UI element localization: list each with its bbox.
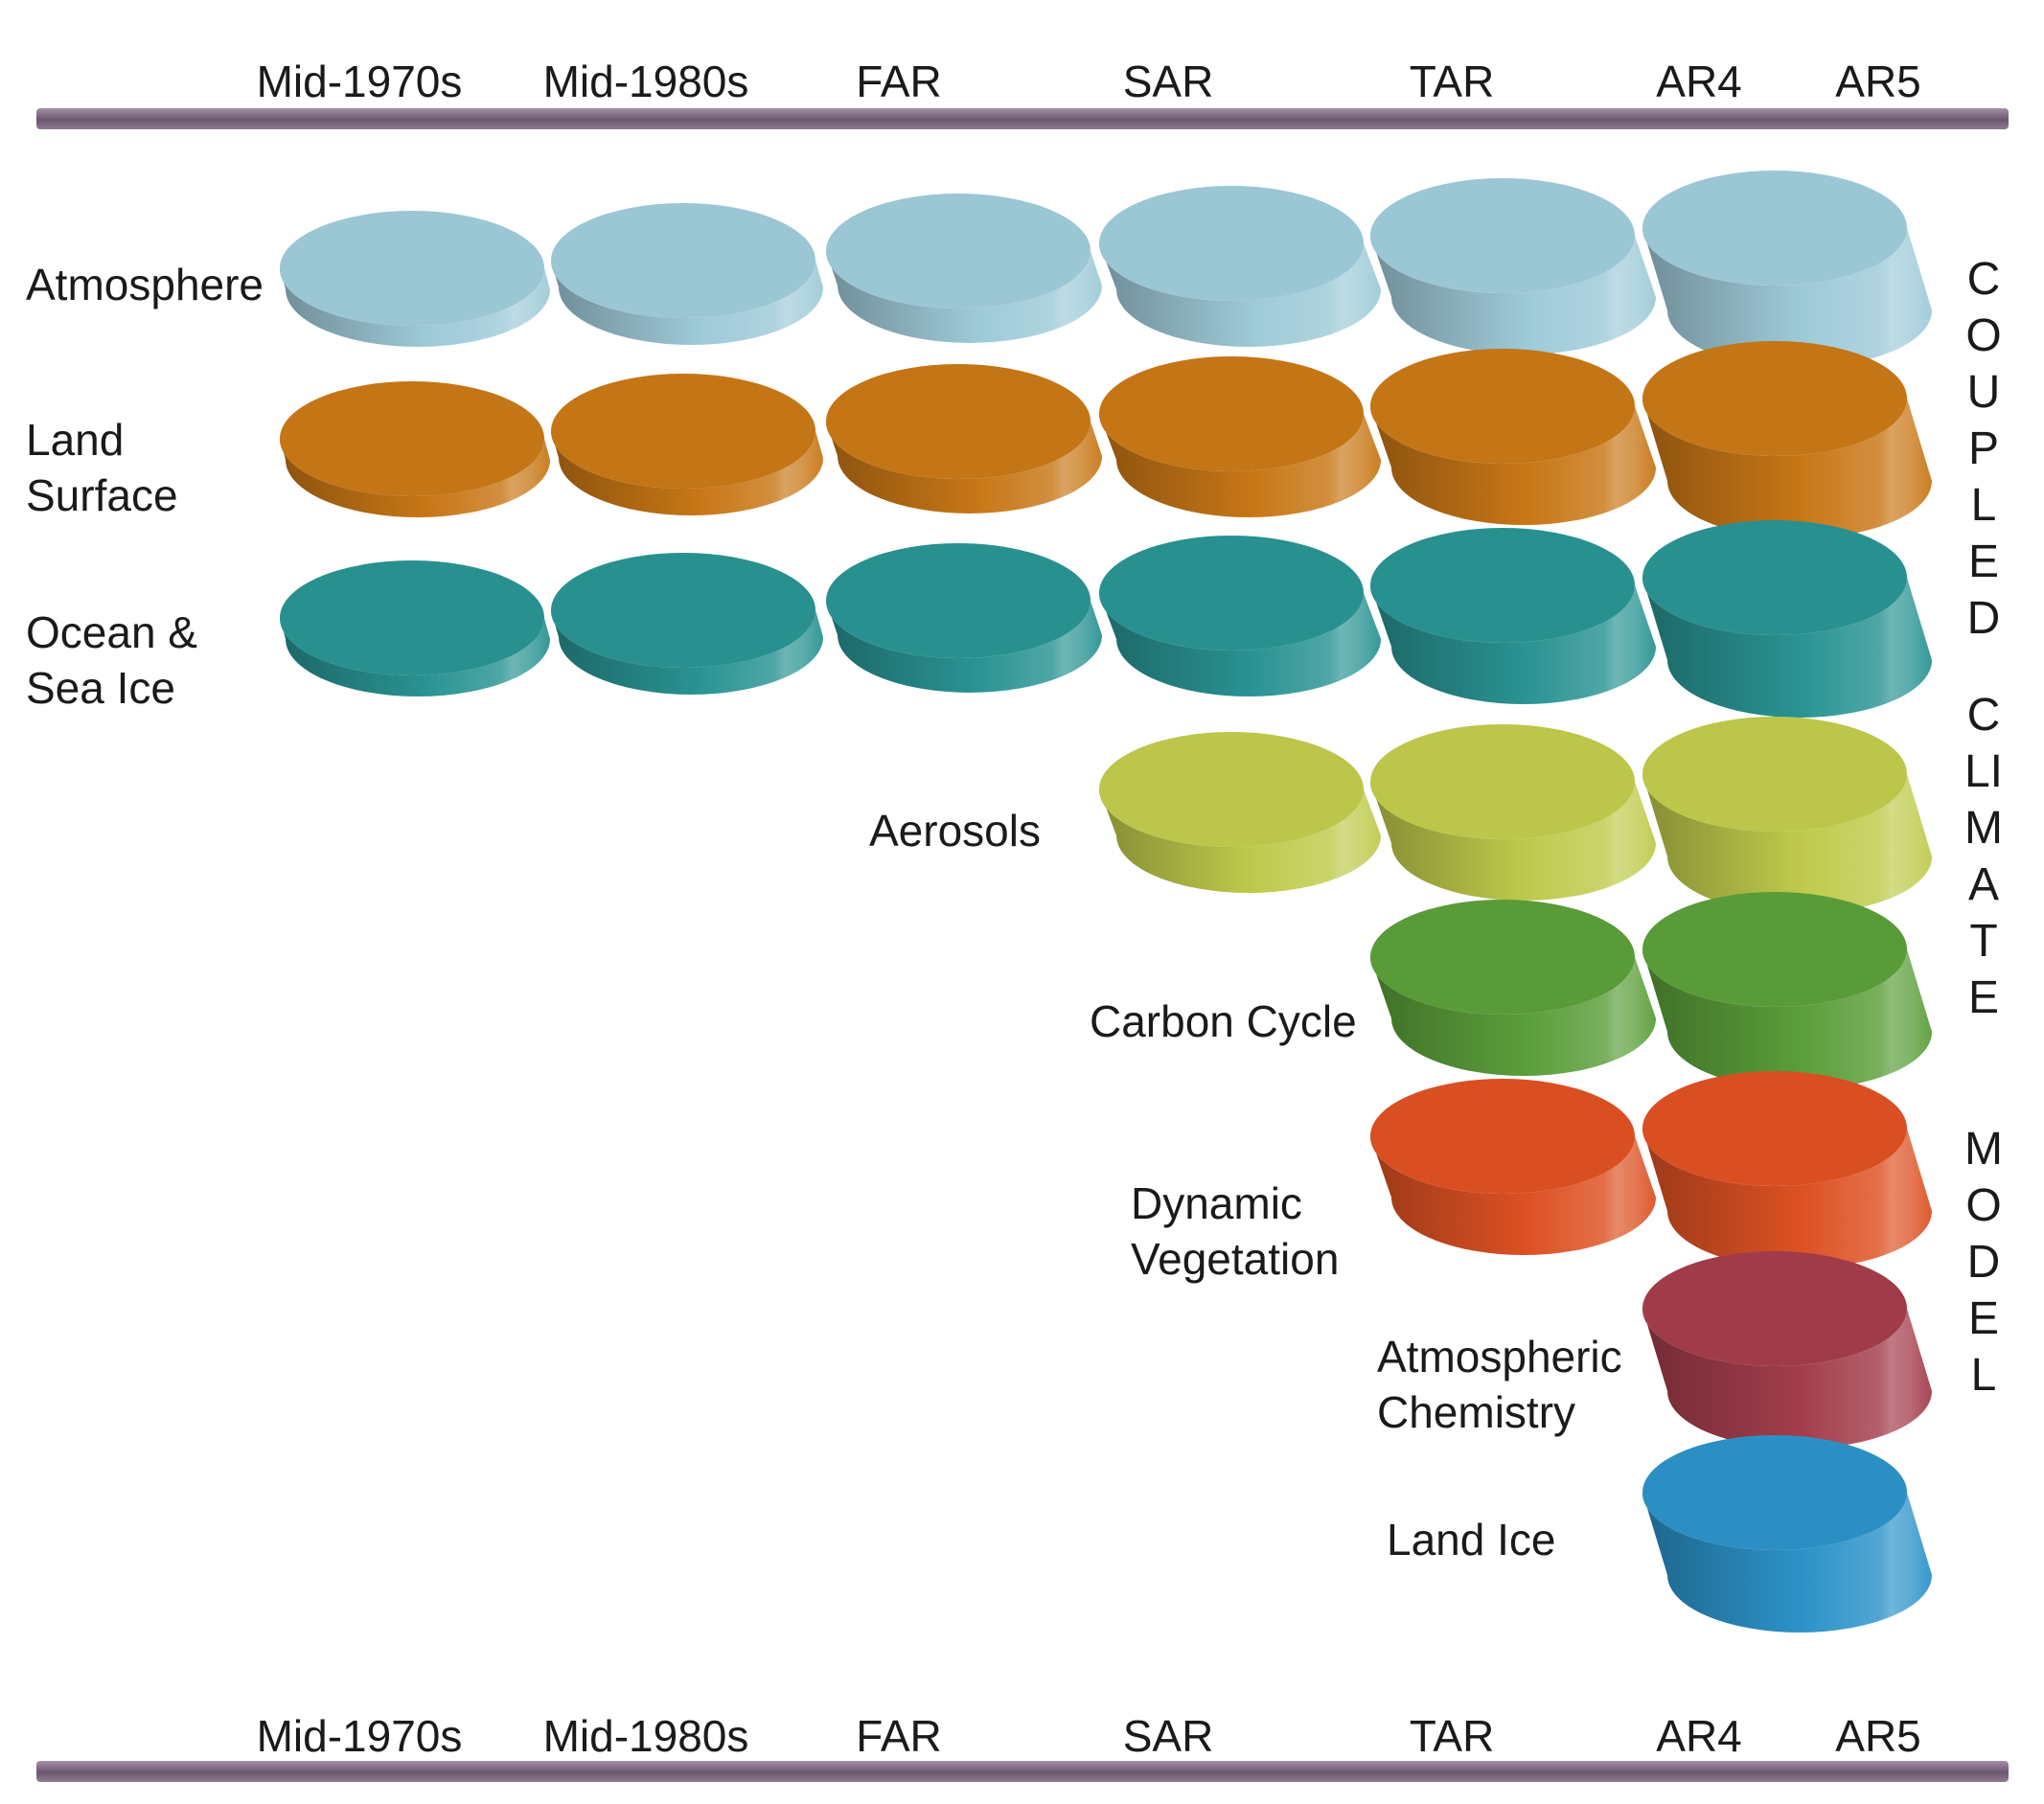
label-line: Land Ice [1387,1515,1556,1564]
era-bottom-ar4: AR4 [1656,1711,1742,1761]
era-top-mid-1980s: Mid-1980s [542,57,749,106]
cylinder-land-surface-far [826,364,1102,514]
label-atmospheric-chemistry: Atmospheric Chemistry [1377,1329,1622,1440]
row-atmosphere [280,171,1932,368]
row-land-surface [280,341,1932,538]
row-aerosols [1099,717,1932,914]
era-top-far: FAR [856,57,942,106]
label-line: Atmospheric [1377,1332,1622,1382]
label-line: Dynamic [1131,1178,1302,1228]
cylinder-atmospheric-chemistry-ar4 [1642,1251,1932,1449]
cylinder-land-surface-tar [1370,349,1656,525]
row-ocean-sea-ice [280,520,1932,718]
cylinder-land-surface-mid-1980s [551,374,823,515]
cylinder-ocean-sea-ice-mid-1970s [280,560,550,696]
era-top-sar: SAR [1122,57,1214,106]
row-carbon-cycle [1370,892,1932,1089]
cylinder-ocean-sea-ice-sar [1099,536,1381,696]
era-bottom-far: FAR [856,1711,942,1761]
vertical-label-coupled: COUPLED [1965,254,2002,644]
cylinder-carbon-cycle-tar [1370,900,1656,1076]
cylinder-dynamic-vegetation-tar [1370,1079,1656,1255]
era-bottom-tar: TAR [1409,1711,1495,1761]
cylinder-land-ice-ar4 [1642,1435,1932,1633]
label-line: Surface [26,470,178,520]
label-line: Ocean & [26,607,197,657]
cylinder-ocean-sea-ice-far [826,543,1102,693]
label-line: Chemistry [1377,1387,1576,1437]
cylinder-atmosphere-ar4 [1642,171,1932,368]
cylinder-land-surface-mid-1970s [280,381,550,517]
row-dynamic-vegetation [1370,1071,1932,1268]
era-bottom-sar: SAR [1122,1711,1214,1761]
cylinder-ocean-sea-ice-ar4 [1642,520,1932,718]
bottom-divider [36,1761,2009,1782]
cylinder-aerosols-sar [1099,732,1381,893]
cylinder-aerosols-ar4 [1642,717,1932,914]
label-line: Sea Ice [26,663,175,713]
cylinder-aerosols-tar [1370,724,1656,901]
label-aerosols: Aerosols [869,803,1041,858]
cylinder-land-surface-sar [1099,356,1381,517]
label-ocean-sea-ice: Ocean & Sea Ice [26,605,197,716]
label-line: Land [26,415,125,465]
label-line: Aerosols [869,806,1041,856]
vertical-label-model: MODEL [1964,1124,2003,1401]
cylinder-land-surface-ar4 [1642,341,1932,538]
label-atmosphere: Atmosphere [26,257,264,312]
era-bottom-mid-1980s: Mid-1980s [542,1711,749,1761]
cylinder-atmosphere-tar [1370,178,1656,354]
era-top-mid-1970s: Mid-1970s [256,57,463,106]
label-dynamic-vegetation: Dynamic Vegetation [1131,1176,1339,1287]
label-land-surface: Land Surface [26,412,178,523]
top-divider [36,108,2009,129]
era-bottom-mid-1970s: Mid-1970s [256,1711,463,1761]
cylinder-atmosphere-sar [1099,186,1381,347]
era-top-tar: TAR [1409,57,1495,106]
vertical-label-climate: CLIMATE [1964,690,2004,1023]
cylinder-atmosphere-mid-1970s [280,211,550,347]
era-top-ar4: AR4 [1656,57,1742,106]
cylinder-dynamic-vegetation-ar4 [1642,1071,1932,1268]
row-land-ice [1642,1435,1932,1633]
label-line: Carbon Cycle [1090,996,1357,1046]
label-land-ice: Land Ice [1387,1512,1555,1567]
row-atmospheric-chemistry [1642,1251,1932,1449]
cylinder-atmosphere-mid-1980s [551,203,823,345]
era-top-ar5: AR5 [1835,57,1921,106]
cylinder-carbon-cycle-ar4 [1642,892,1932,1089]
cylinder-ocean-sea-ice-mid-1980s [551,553,823,695]
cylinder-atmosphere-far [826,194,1102,343]
era-bottom-ar5: AR5 [1835,1711,1921,1761]
label-carbon-cycle: Carbon Cycle [1090,993,1357,1049]
label-line: Atmosphere [26,260,264,309]
label-line: Vegetation [1131,1234,1340,1284]
cylinder-ocean-sea-ice-tar [1370,528,1656,704]
